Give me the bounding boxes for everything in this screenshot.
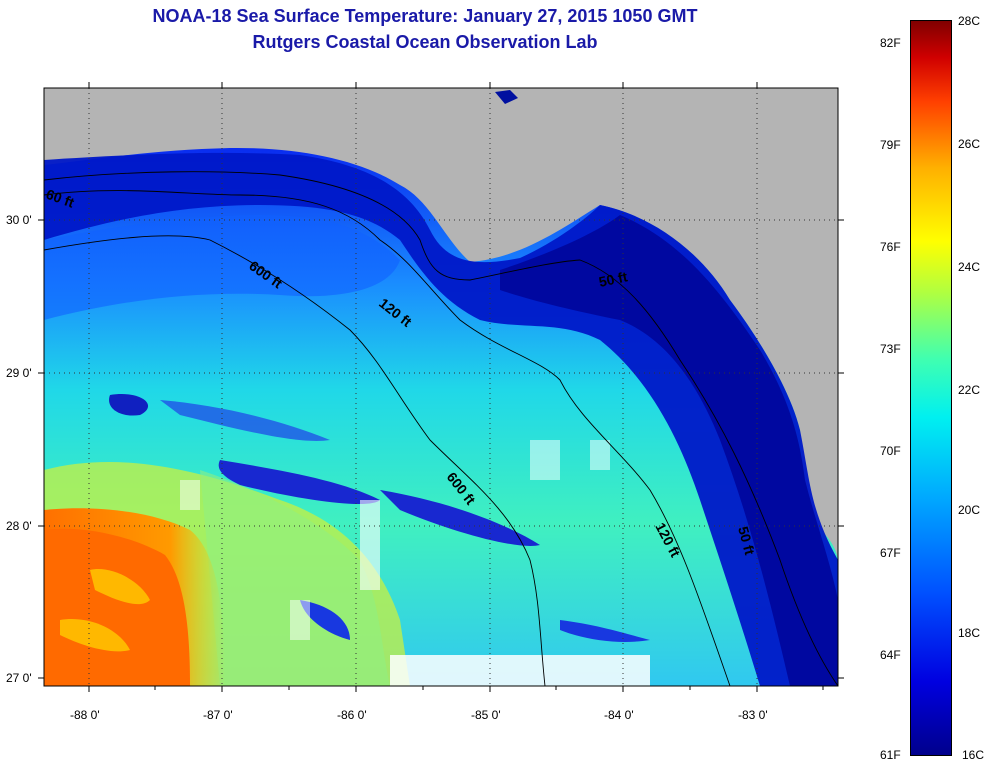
fahrenheit-label: 79F [880,138,901,152]
fahrenheit-label: 70F [880,444,901,458]
fahrenheit-label: 76F [880,240,901,254]
lat-label: 28 0' [6,519,32,533]
fahrenheit-label: 73F [880,342,901,356]
lat-label: 30 0' [6,213,32,227]
temperature-colorbar [910,20,952,756]
map-title: NOAA-18 Sea Surface Temperature: January… [152,6,698,26]
contour-label: 50 ft [597,268,629,290]
celsius-label: 24C [958,260,981,274]
fahrenheit-label: 82F [880,36,901,50]
contour-label: 50 ft [735,525,758,557]
lat-label: 27 0' [6,671,32,685]
map-subtitle: Rutgers Coastal Ocean Observation Lab [252,32,598,52]
lon-label: -84 0' [604,708,634,722]
map-frame [43,87,839,687]
celsius-label: 16C [962,748,985,762]
fahrenheit-label: 67F [880,546,901,560]
celsius-label: 22C [958,383,981,397]
lon-label: -83 0' [738,708,768,722]
depth-contours [43,171,839,687]
lon-label: -88 0' [70,708,100,722]
fahrenheit-label: 61F [880,748,901,762]
celsius-label: 18C [958,626,981,640]
lon-label: -86 0' [337,708,367,722]
celsius-label: 26C [958,137,981,151]
celsius-label: 20C [958,503,981,517]
lon-label: -85 0' [471,708,501,722]
lon-label: -87 0' [203,708,233,722]
lat-label: 29 0' [6,366,32,380]
cloud-speckles [180,440,650,686]
celsius-label: 28C [958,14,981,28]
fahrenheit-label: 64F [880,648,901,662]
